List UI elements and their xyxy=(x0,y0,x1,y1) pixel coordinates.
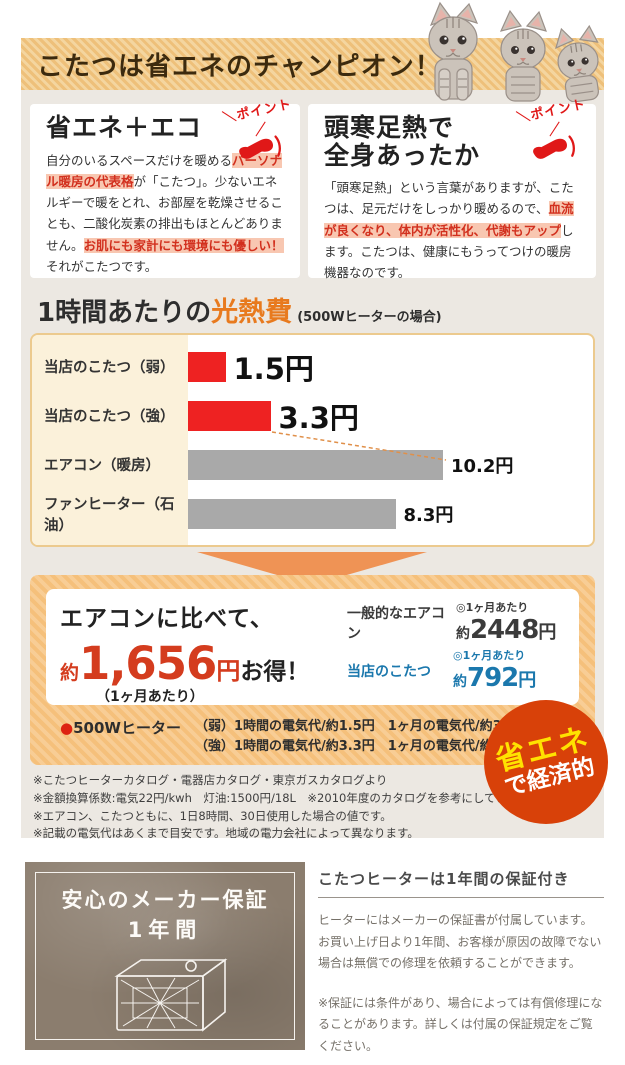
heater-cost-strong: （強）1時間の電気代/約3.3円 1ヶ月の電気代/約792円 xyxy=(194,739,533,755)
chart-value-label: 8.3円 xyxy=(403,504,454,526)
kotatsu-label: 当店のこたつ xyxy=(347,664,431,680)
footnotes: ※こたつヒーターカタログ・電器店カタログ・東京ガスカタログより ※金額換算係数:… xyxy=(33,772,540,843)
warranty-image: 安心のメーカー保証 1年間 xyxy=(25,862,305,1050)
health-body-seg2: します。こたつは、健康にもうってつけの暖房機器なのです。 xyxy=(324,222,574,281)
comparison-row-aircon: 一般的なエアコン ◎1ヶ月あたり 約2448円 xyxy=(345,599,565,646)
chart-bar xyxy=(188,449,443,480)
footnote-2: ※金額換算係数:電気22円/kwh 灯油:1500円/18L ※2010年度のカ… xyxy=(33,790,541,805)
warranty-body: ヒーターにはメーカーの保証書が付属しています。お買い上げ日より1年間、お客様が原… xyxy=(318,913,602,971)
pointing-hand-icon xyxy=(239,135,281,159)
cost-bar-chart: 当店のこたつ（弱） 1.5円当店のこたつ（強） 3.3円エアコン（暖房） 10.2円フ… xyxy=(30,333,595,547)
warranty-image-frame xyxy=(35,872,295,1040)
kittens-photo xyxy=(428,1,599,102)
chart-value-label: 3.3円 xyxy=(278,400,359,435)
chart-category-label: 当店のこたつ（強） xyxy=(44,409,175,425)
chart-title-black: 1時間あたりの xyxy=(37,298,212,328)
chart-bar xyxy=(188,400,271,431)
savings-message: エアコンに比べて、 約1,656円お得！ （1ヶ月あたり） xyxy=(60,599,345,705)
aircon-price: ◎1ヶ月あたり 約2448円 xyxy=(455,601,557,645)
pointing-hand-icon xyxy=(533,135,575,159)
content-area: ＼ポイント／ 省エネ＋エコ 自分のいるスペースだけを暖めるパーソナル暖房の代表格… xyxy=(21,90,608,840)
heater-unit-icon xyxy=(114,958,228,1032)
chart-category-label: ファンヒーター（石油） xyxy=(44,496,175,534)
health-title: 頭寒足熱で 全身あったか xyxy=(324,113,481,170)
chart-row: エアコン（暖房） 10.2円 xyxy=(32,440,593,489)
savings-inner-box: エアコンに比べて、 約1,656円お得！ （1ヶ月あたり） 一般的なエアコン ◎… xyxy=(46,589,579,705)
savings-lead: エアコンに比べて、 xyxy=(60,606,274,632)
health-body-seg1: 「頭寒足熱」という言葉がありますが、こたつは、足元だけをしっかり暖めるので、 xyxy=(324,180,574,217)
price-comparison: 一般的なエアコン ◎1ヶ月あたり 約2448円 当店のこたつ ◎1ヶ月あたり 約… xyxy=(345,599,565,695)
chart-title: 1時間あたりの光熱費 (500Wヒーターの場合) xyxy=(37,290,442,329)
savings-per-month: （1ヶ月あたり） xyxy=(96,689,204,705)
eco-badge: 省エネ で経済的 xyxy=(484,700,608,824)
chart-rows: 当店のこたつ（弱） 1.5円当店のこたつ（強） 3.3円エアコン（暖房） 10.2円フ… xyxy=(32,335,593,538)
eco-body-seg2: が「こたつ」。少ないエネルギーで暖をとれ、お部屋を乾燥させることも、二酸化炭素の… xyxy=(46,173,283,253)
eco-body-seg1: 自分のいるスペースだけを暖める xyxy=(46,152,233,168)
heater-cost-lines: （弱）1時間の電気代/約1.5円 1ヶ月の電気代/約360円 （強）1時間の電気… xyxy=(195,717,533,757)
heater-name: ●500Wヒーター xyxy=(60,719,181,737)
chart-value-label: 10.2円 xyxy=(451,455,514,477)
warranty-text-column: こたつヒーターは1年間の保証付き ヒーターにはメーカーの保証書が付属しています。… xyxy=(318,868,604,1058)
chart-row: 当店のこたつ（弱） 1.5円 xyxy=(32,342,593,391)
chart-category-label: エアコン（暖房） xyxy=(44,458,160,474)
warranty-note: ※保証には条件があり、場合によっては有償修理になることがあります。詳しくは付属の… xyxy=(318,995,603,1053)
point-box-health: ＼ポイント／ 頭寒足熱で 全身あったか 「頭寒足熱」という言葉がありますが、こたつ… xyxy=(308,97,596,280)
savings-amount: 1,656 xyxy=(79,637,217,690)
heater-cost-weak: （弱）1時間の電気代/約1.5円 1ヶ月の電気代/約360円 xyxy=(194,719,533,734)
savings-box: エアコンに比べて、 約1,656円お得！ （1ヶ月あたり） 一般的なエアコン ◎… xyxy=(30,575,595,765)
chart-category-label: 当店のこたつ（弱） xyxy=(44,360,175,376)
savings-suffix: お得！ xyxy=(240,659,310,685)
footnote-4: ※記載の電気代はあくまで目安です。地域の電力会社によって異なります。 xyxy=(33,826,419,841)
page-title: こたつは省エネのチャンピオン！ xyxy=(37,51,442,82)
savings-approx: 約 xyxy=(60,662,80,684)
kitten-right xyxy=(555,24,599,102)
point-stamp: ＼ポイント／ xyxy=(514,97,592,170)
chart-value-label: 1.5円 xyxy=(233,351,314,386)
health-body: 「頭寒足熱」という言葉がありますが、こたつは、足元だけをしっかり暖めるので、血流… xyxy=(324,177,582,283)
kitten-left xyxy=(428,1,479,101)
point-stamp: ＼ポイント／ xyxy=(220,97,298,170)
chart-label-column xyxy=(32,335,188,545)
chart-title-orange: 光熱費 xyxy=(211,297,293,328)
warranty-image-title: 安心のメーカー保証 xyxy=(61,888,269,912)
heater-spec-note: ●500Wヒーター （弱）1時間の電気代/約1.5円 1ヶ月の電気代/約360円… xyxy=(60,717,533,757)
eco-body-seg3: それがこたつです。 xyxy=(46,258,158,274)
point-box-eco: ＼ポイント／ 省エネ＋エコ 自分のいるスペースだけを暖めるパーソナル暖房の代表格… xyxy=(30,97,300,278)
chart-condition: (500Wヒーターの場合) xyxy=(297,310,442,325)
chart-bar xyxy=(188,351,226,382)
eco-body: 自分のいるスペースだけを暖めるパーソナル暖房の代表格が「こたつ」。少ないエネルギ… xyxy=(46,150,286,278)
eco-body-highlight2: お肌にも家計にも環境にも優しい！ xyxy=(83,237,284,253)
warranty-heading: こたつヒーターは1年間の保証付き xyxy=(318,868,604,898)
footnote-3: ※エアコン、こたつともに、1日8時間、30日使用した場合の値です。 xyxy=(33,808,392,823)
footnote-1: ※こたつヒーターカタログ・電器店カタログ・東京ガスカタログより xyxy=(33,773,388,787)
warranty-image-subtitle: 1年間 xyxy=(127,918,203,942)
chart-row: ファンヒーター（石油） 8.3円 xyxy=(32,489,593,538)
aircon-label: 一般的なエアコン xyxy=(347,606,445,642)
savings-yen: 円 xyxy=(216,657,241,685)
eco-badge-text: 省エネ で経済的 xyxy=(492,720,598,801)
kitten-middle xyxy=(499,9,547,102)
kotatsu-price: ◎1ヶ月あたり 約792円 xyxy=(453,649,537,693)
red-bullet-icon: ● xyxy=(60,719,74,737)
chart-row: 当店のこたつ（強） 3.3円 xyxy=(32,391,593,440)
chart-bar xyxy=(188,498,396,529)
comparison-row-kotatsu: 当店のこたつ ◎1ヶ月あたり 約792円 xyxy=(345,647,565,694)
savings-amount-line: 約1,656円お得！ xyxy=(60,637,345,690)
eco-title: 省エネ＋エコ xyxy=(46,113,203,142)
